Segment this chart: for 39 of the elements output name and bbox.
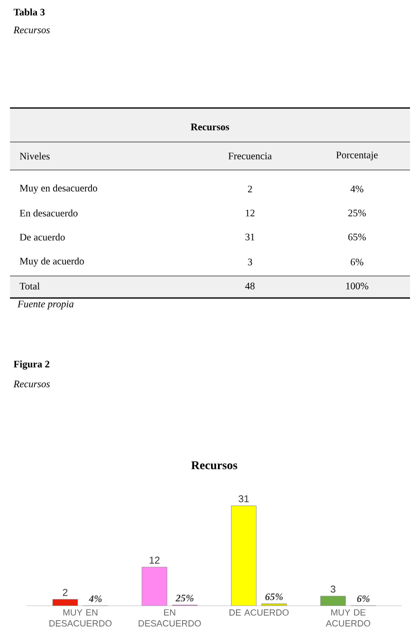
text: 6% (350, 258, 364, 266)
data-label: 65% (265, 593, 283, 600)
text: 100% (346, 282, 368, 290)
text: Figura 2 (14, 360, 50, 370)
bar (231, 506, 256, 606)
data-label: 6% (357, 595, 370, 602)
text: 25% (348, 210, 366, 216)
text: 3 (248, 258, 252, 266)
x-tick-label: EN DESACUERDO (138, 609, 201, 627)
text: Frecuencia (228, 152, 272, 160)
x-tick-label: MUY DE ACUERDO (326, 609, 370, 627)
data-label: 25% (176, 594, 194, 602)
text: Muy de acuerdo (20, 257, 84, 267)
source-note: Fuente propia (17, 300, 74, 310)
data-label: 4% (88, 595, 102, 602)
x-tick-label: DE ACUERDO (230, 609, 289, 616)
text: Recursos (13, 380, 50, 388)
data-label: 31 (238, 495, 249, 502)
bar (52, 599, 78, 606)
data-label: 3 (330, 586, 336, 593)
text: 4% (350, 186, 364, 192)
text: De acuerdo (20, 233, 65, 240)
text: 48 (245, 282, 255, 290)
text: 65% (348, 234, 366, 240)
text: Muy en desacuerdo (20, 184, 98, 194)
text: Niveles (20, 152, 50, 160)
text: En desacuerdo (20, 209, 78, 216)
text: 2 (248, 186, 252, 192)
x-tick-label: MUY EN DESACUERDO (49, 609, 112, 627)
text: Tabla 3 (14, 8, 45, 16)
data-label: 12 (150, 556, 160, 564)
data-label: 2 (62, 588, 68, 596)
text: Recursos (13, 26, 50, 34)
text: Total (20, 282, 40, 290)
chart-title: Recursos (191, 461, 238, 470)
text: Recursos (190, 124, 230, 130)
text: 12 (246, 210, 254, 216)
text: 31 (246, 234, 254, 240)
text: Porcentaje (336, 152, 378, 160)
